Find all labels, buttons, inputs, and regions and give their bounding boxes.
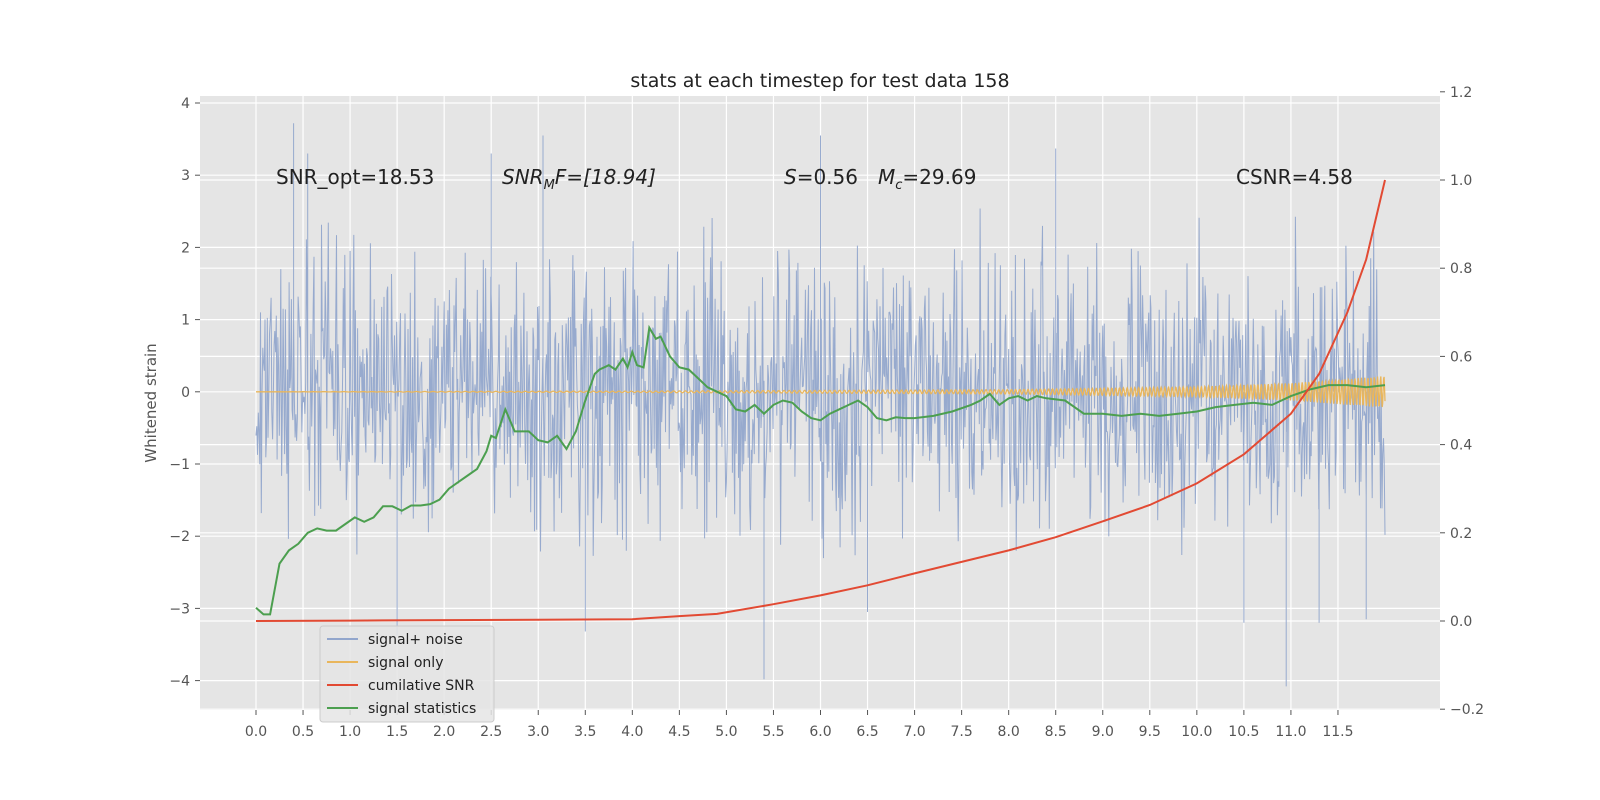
legend-label-signal-statistics: signal statistics xyxy=(368,701,476,717)
annotation-snr-mf-sub: M xyxy=(544,178,555,193)
annotation-mc-sub: c xyxy=(895,178,902,193)
annotation-snr-opt: SNR_opt=18.53 xyxy=(276,165,434,189)
x-tick-label: 10.5 xyxy=(1228,724,1259,740)
annotation-s: S=0.56 xyxy=(784,165,858,189)
y-tick-label-right: 0.8 xyxy=(1450,261,1472,277)
y-tick-label-right: 1.2 xyxy=(1450,85,1472,101)
right-y-axis-ticks: 1.2 1.0 0.8 0.6 0.4 0.2 0.0 −0.2 xyxy=(1440,85,1484,718)
annotation-snr-mf: SNRMF=[18.94] xyxy=(502,165,656,193)
y-tick-label-right: 0.2 xyxy=(1450,526,1472,542)
y-tick-label-left: −3 xyxy=(169,601,190,617)
x-tick-label: 2.0 xyxy=(433,724,455,740)
x-tick-label: 7.0 xyxy=(903,724,925,740)
y-tick-label-left: 3 xyxy=(181,168,190,184)
cumulative-snr-series xyxy=(255,179,1386,622)
signal-only-line xyxy=(256,376,1386,408)
y-tick-label-right: 0.4 xyxy=(1450,438,1472,454)
noise-series xyxy=(255,123,1386,687)
x-tick-label: 7.5 xyxy=(950,724,972,740)
x-tick-label: 6.0 xyxy=(809,724,831,740)
x-tick-label: 3.0 xyxy=(527,724,549,740)
annotation-s-value: =0.56 xyxy=(797,165,858,189)
annotation-mc: Mc=29.69 xyxy=(878,165,976,193)
y-axis-label: Whitened strain xyxy=(142,343,160,462)
legend-label-signal-noise: signal+ noise xyxy=(368,632,463,648)
legend-box xyxy=(319,625,495,723)
y-tick-label-right: 0.6 xyxy=(1450,349,1472,365)
x-tick-label: 1.0 xyxy=(339,724,361,740)
x-tick-label: 11.0 xyxy=(1275,724,1306,740)
legend-label-signal-only: signal only xyxy=(368,655,443,671)
x-tick-label: 0.0 xyxy=(245,724,267,740)
y-tick-label-left: −4 xyxy=(169,674,190,690)
annotation-s-symbol: S xyxy=(784,165,797,189)
y-tick-label-left: 4 xyxy=(181,96,190,112)
x-axis-ticks: 0.0 0.5 1.0 1.5 2.0 2.5 3.0 3.5 4.0 4.5 5.0 5.5 6.0 6… xyxy=(245,710,1354,740)
cumilative-snr-line xyxy=(255,179,1386,622)
y-tick-label-left: −1 xyxy=(169,457,190,473)
chart-title: stats at each timestep for test data 158 xyxy=(630,70,1009,92)
x-tick-label: 0.5 xyxy=(292,724,314,740)
annotation-snr-mf-rest: F=[18.94] xyxy=(555,165,656,189)
y-tick-label-right: −0.2 xyxy=(1450,702,1484,718)
x-tick-label: 1.5 xyxy=(386,724,408,740)
x-tick-label: 6.5 xyxy=(856,724,878,740)
x-tick-label: 5.5 xyxy=(762,724,784,740)
signal-statistics-series xyxy=(255,324,1386,616)
signal-noise-line xyxy=(255,123,1386,687)
y-tick-label-right: 1.0 xyxy=(1450,173,1472,189)
x-tick-label: 2.5 xyxy=(480,724,502,740)
signal-statistics-line xyxy=(255,324,1386,616)
x-tick-label: 3.5 xyxy=(574,724,596,740)
annotation-csnr: CSNR=4.58 xyxy=(1236,165,1353,189)
x-tick-label: 4.0 xyxy=(621,724,643,740)
y-tick-label-left: 2 xyxy=(181,240,190,256)
annotation-mc-value: =29.69 xyxy=(902,165,976,189)
x-tick-label: 11.5 xyxy=(1322,724,1353,740)
signal-only-series xyxy=(256,376,1386,408)
x-tick-label: 8.5 xyxy=(1045,724,1067,740)
x-tick-label: 9.0 xyxy=(1092,724,1114,740)
x-tick-label: 10.0 xyxy=(1181,724,1212,740)
x-tick-label: 9.5 xyxy=(1139,724,1161,740)
legend: signal+ noise signal only cumilative SNR… xyxy=(319,625,495,723)
y-tick-label-right: 0.0 xyxy=(1450,614,1472,630)
annotation-mc-symbol: M xyxy=(878,165,895,189)
y-tick-label-left: 0 xyxy=(181,385,190,401)
y-tick-label-left: −2 xyxy=(169,529,190,545)
left-y-axis-ticks: 4 3 2 1 0 −1 −2 −3 −4 xyxy=(169,96,200,690)
annotation-snr-mf-base: SNR xyxy=(502,165,544,189)
x-tick-label: 4.5 xyxy=(668,724,690,740)
legend-label-cumilative-snr: cumilative SNR xyxy=(368,678,475,694)
x-tick-label: 8.0 xyxy=(998,724,1020,740)
x-tick-label: 5.0 xyxy=(715,724,737,740)
y-tick-label-left: 1 xyxy=(181,313,190,329)
